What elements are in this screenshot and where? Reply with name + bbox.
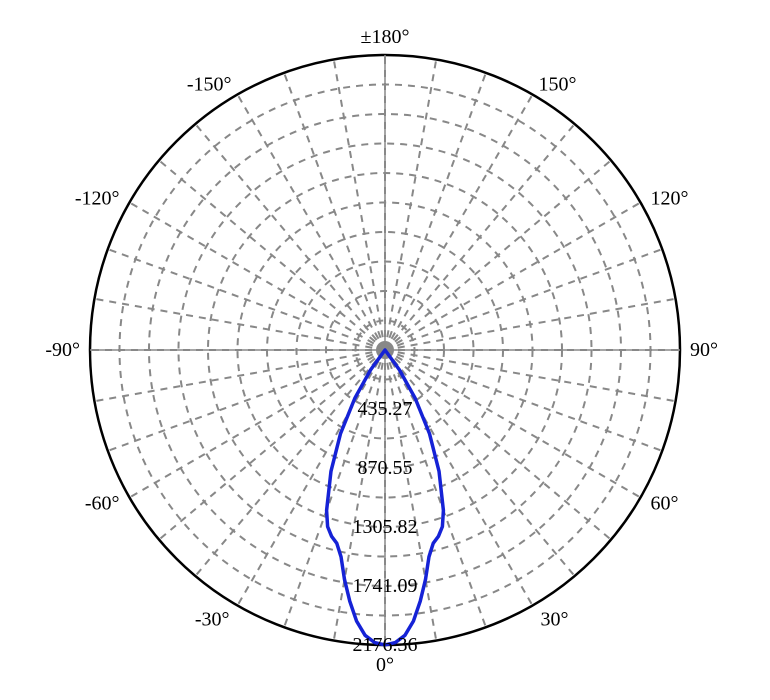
angle-label: 30° — [541, 608, 569, 630]
angle-label: 0° — [376, 654, 394, 676]
radial-value-label: 435.27 — [358, 398, 413, 420]
angle-label: ±180° — [361, 26, 410, 48]
angle-label: 60° — [650, 493, 678, 515]
angle-label: 150° — [539, 74, 577, 96]
angle-label: -60° — [85, 493, 120, 515]
radial-value-label: 870.55 — [358, 457, 413, 479]
radial-value-label: 1741.09 — [353, 575, 418, 597]
angle-label: -150° — [187, 74, 232, 96]
angle-label: -120° — [75, 188, 120, 210]
angle-label: -30° — [195, 608, 230, 630]
radial-value-label: 2176.36 — [353, 634, 418, 656]
polar-chart: 0° 30° 60° 90° 120° 150° ±180° -150° -120° -90° -6… — [0, 0, 770, 700]
radial-value-label: 1305.82 — [353, 516, 418, 538]
angle-label: 120° — [650, 188, 688, 210]
angle-label: 90° — [690, 339, 718, 361]
angle-label: -90° — [45, 339, 80, 361]
